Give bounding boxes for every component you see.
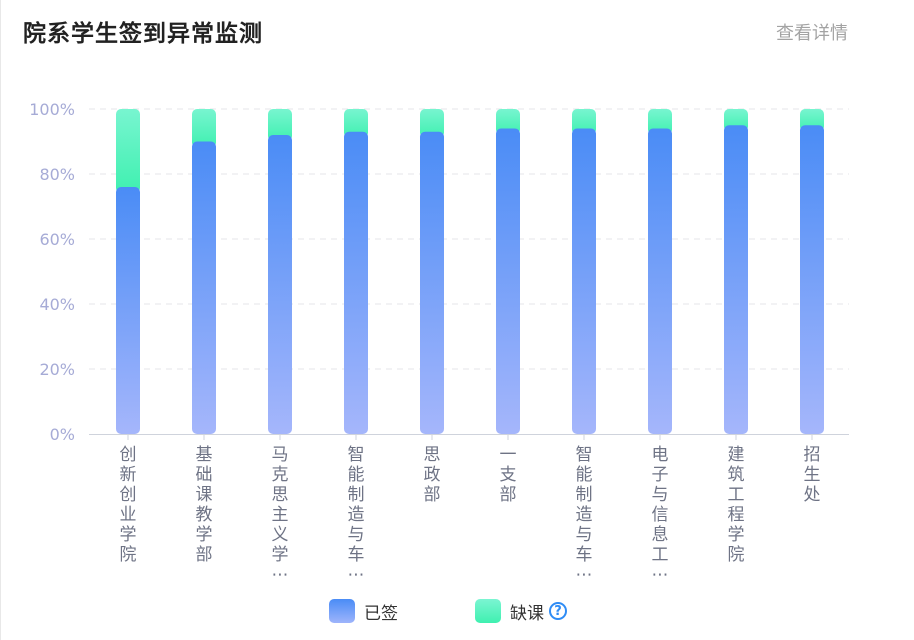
x-tick-label: 电子与信息工⋯ <box>652 445 669 585</box>
x-tick-label: 基础课教学部 <box>196 445 213 565</box>
bar-signed[interactable] <box>268 135 292 434</box>
bar-absent[interactable] <box>116 109 140 193</box>
x-tick-label: 马克思主义学⋯ <box>272 445 289 585</box>
bar-signed[interactable] <box>344 131 368 434</box>
x-tick-label: 建筑工程学院 <box>728 445 745 565</box>
x-tick-label: 创新创业学院 <box>120 445 137 565</box>
x-tick-label: 智能制造与车⋯ <box>348 445 365 585</box>
y-tick-label: 20% <box>39 360 75 379</box>
view-details-link[interactable]: 查看详情 <box>776 23 848 44</box>
y-axis: 0% 20% 40% 60% 80% 100% <box>29 100 75 444</box>
legend-label-signed: 已签 <box>364 603 398 624</box>
bar-absent[interactable] <box>420 109 444 138</box>
x-tick-label: 智能制造与车⋯ <box>576 445 593 585</box>
y-tick-label: 60% <box>39 230 75 249</box>
bar-absent[interactable] <box>192 109 216 148</box>
legend-label-absent: 缺课 <box>510 603 544 624</box>
x-tick-label: 招生处 <box>804 445 821 505</box>
chart-title: 院系学生签到异常监测 <box>23 21 263 47</box>
legend-swatch-absent <box>475 599 501 623</box>
bar-absent[interactable] <box>648 109 672 135</box>
bar-signed[interactable] <box>192 141 216 435</box>
bar-signed[interactable] <box>572 128 596 435</box>
legend-item-signed[interactable]: 已签 <box>329 598 398 624</box>
legend-swatch-signed <box>329 599 355 623</box>
bar-signed[interactable] <box>496 128 520 435</box>
bar-signed[interactable] <box>420 131 444 434</box>
legend: 已签 缺课 ? <box>1 598 914 624</box>
y-tick-label: 80% <box>39 165 75 184</box>
y-tick-label: 0% <box>50 425 75 444</box>
y-tick-label: 100% <box>29 100 75 119</box>
x-tick-label: 思政部 <box>424 445 441 505</box>
x-axis: 创新创业学院 基础课教学部 马克思主义学⋯ 智能制造与车⋯ 思政部 一支部 智能制造与车⋯ 电… <box>89 434 849 585</box>
y-tick-label: 40% <box>39 295 75 314</box>
bar-signed[interactable] <box>800 125 824 434</box>
bar-signed[interactable] <box>724 125 748 434</box>
bar-absent[interactable] <box>268 109 292 141</box>
bar-absent[interactable] <box>344 109 368 138</box>
bars <box>116 109 824 434</box>
bar-signed[interactable] <box>116 187 140 434</box>
bar-signed[interactable] <box>648 128 672 435</box>
bar-absent[interactable] <box>496 109 520 135</box>
bar-absent[interactable] <box>572 109 596 135</box>
attendance-bar-chart: 0% 20% 40% 60% 80% 100% 创新创业学院 基础课教学部 马克思主义学⋯ 智能… <box>29 100 849 585</box>
x-tick-label: 一支部 <box>500 445 517 505</box>
question-circle-icon[interactable]: ? <box>549 602 567 620</box>
legend-item-absent[interactable]: 缺课 ? <box>475 598 567 624</box>
